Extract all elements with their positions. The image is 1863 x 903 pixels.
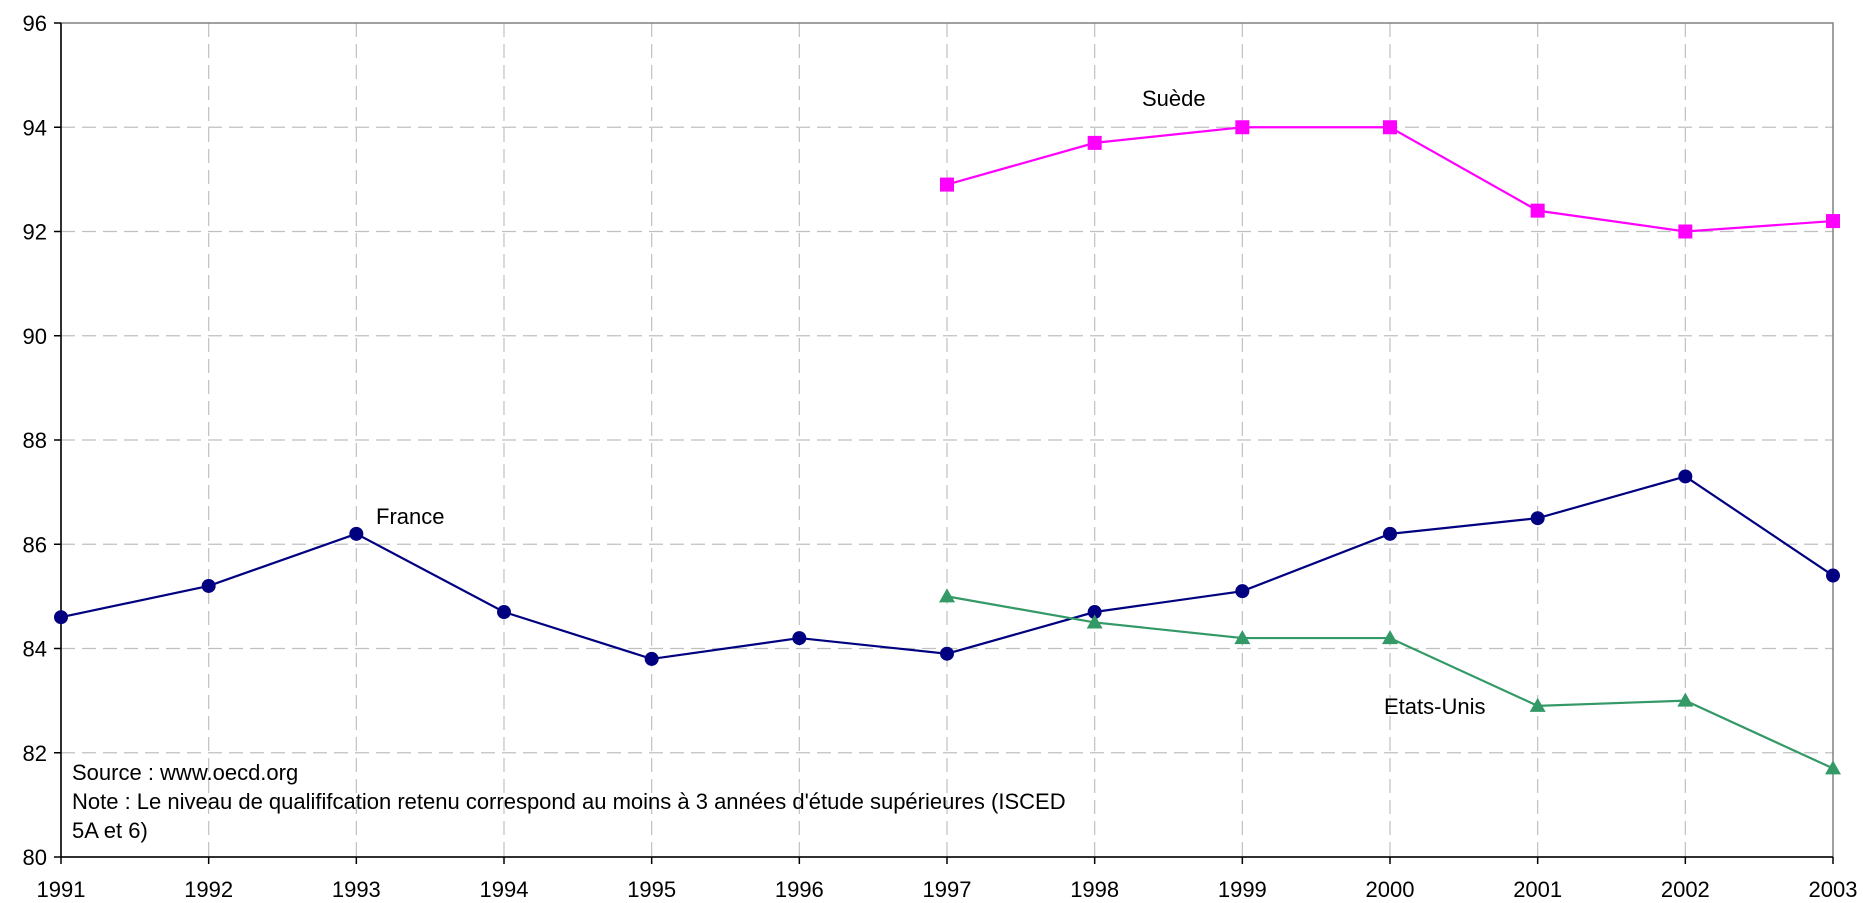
series-label-suede: Suède xyxy=(1142,86,1206,111)
y-tick-label: 90 xyxy=(23,324,47,349)
x-tick-label: 1998 xyxy=(1070,877,1119,902)
x-tick-label: 2000 xyxy=(1366,877,1415,902)
y-tick-label: 96 xyxy=(23,11,47,36)
qualification-note-continued: 5A et 6) xyxy=(72,818,148,843)
data-point xyxy=(1678,469,1693,484)
data-point xyxy=(201,578,216,593)
x-tick-label: 2002 xyxy=(1661,877,1710,902)
x-tick-label: 1999 xyxy=(1218,877,1267,902)
data-point xyxy=(1235,584,1250,599)
y-tick-label: 86 xyxy=(23,532,47,557)
y-tick-label: 80 xyxy=(23,845,47,870)
y-tick-label: 92 xyxy=(23,220,47,245)
data-point xyxy=(940,177,954,192)
label-layer: Suède France Etats-Unis xyxy=(376,86,1485,719)
axes-layer: 80 82 84 86 88 90 92 94 96 1991 1992 1993 1994 1995 19… xyxy=(23,11,1858,902)
data-point xyxy=(940,646,954,661)
data-point xyxy=(1235,120,1250,135)
series-label-france: France xyxy=(376,504,444,529)
y-tick-label: 88 xyxy=(23,428,47,453)
data-point xyxy=(497,605,511,620)
data-point xyxy=(1826,214,1840,229)
x-tick-label: 1997 xyxy=(923,877,972,902)
x-tick-label: 2001 xyxy=(1513,877,1562,902)
data-point xyxy=(54,610,68,625)
data-point xyxy=(1382,630,1398,645)
data-point xyxy=(349,526,364,541)
y-tick-label: 84 xyxy=(23,637,47,662)
data-point xyxy=(792,631,807,646)
data-point xyxy=(1530,511,1545,526)
data-point xyxy=(1383,526,1397,541)
data-point xyxy=(1677,692,1694,707)
x-tick-label: 1995 xyxy=(627,877,676,902)
series-1 xyxy=(940,120,1840,239)
x-tick-label: 1993 xyxy=(332,877,381,902)
series-2 xyxy=(939,588,1841,775)
source-note: Source : www.oecd.org xyxy=(72,760,298,785)
data-point xyxy=(1530,203,1545,218)
data-point xyxy=(1529,697,1546,712)
x-tick-label: 1991 xyxy=(37,877,86,902)
data-point xyxy=(1826,568,1840,583)
data-point xyxy=(939,588,955,603)
data-point xyxy=(1087,135,1102,150)
y-tick-label: 82 xyxy=(23,741,47,766)
x-tick-label: 1994 xyxy=(480,877,529,902)
data-point xyxy=(1086,614,1103,629)
qualification-note: Note : Le niveau de qualififcation reten… xyxy=(72,789,1066,814)
series-0 xyxy=(54,469,1840,666)
data-point xyxy=(1087,605,1102,620)
y-tick-label: 94 xyxy=(23,115,47,140)
data-point xyxy=(1825,760,1841,775)
data-point xyxy=(1383,120,1397,135)
note-block: Source : www.oecd.org Note : Le niveau d… xyxy=(72,760,1066,843)
data-point xyxy=(1234,630,1251,645)
x-tick-label: 1996 xyxy=(775,877,824,902)
series-layer xyxy=(54,120,1841,775)
data-point xyxy=(644,651,659,666)
x-tick-label: 2003 xyxy=(1809,877,1858,902)
series-label-etats-unis: Etats-Unis xyxy=(1384,694,1485,719)
x-tick-label: 1992 xyxy=(184,877,233,902)
data-point xyxy=(1678,224,1693,239)
